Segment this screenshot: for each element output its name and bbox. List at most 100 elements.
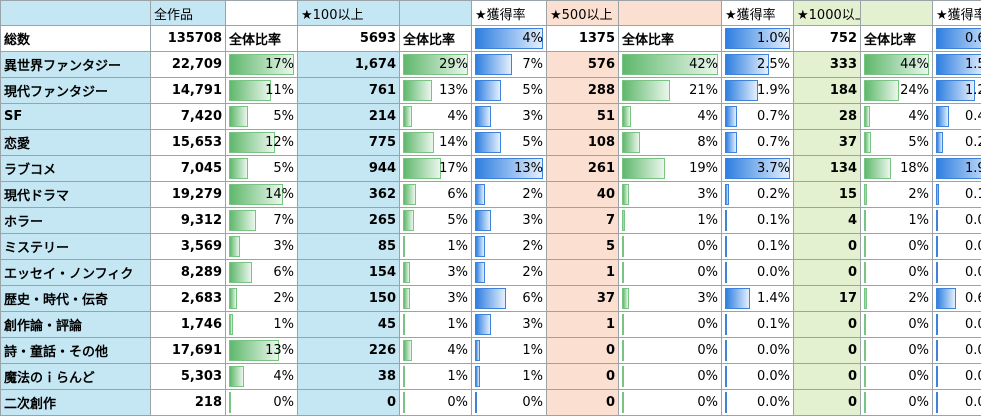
all-works-share[interactable]: 0% (225, 389, 298, 416)
star100-rate[interactable]: 6% (471, 285, 547, 312)
star100-rate[interactable]: 1% (471, 363, 547, 390)
star100-count[interactable]: 214 (297, 103, 400, 130)
genre-label[interactable]: 魔法のｉらんど (0, 363, 151, 390)
star500-rate[interactable]: 0.1% (721, 233, 794, 260)
star100-share[interactable]: 0% (399, 389, 472, 416)
all-works-share[interactable]: 4% (225, 363, 298, 390)
header-blank[interactable] (399, 0, 472, 26)
star1000-count[interactable]: 0 (793, 233, 861, 260)
ratio-label[interactable]: 全体比率 (225, 25, 298, 52)
star1000-share[interactable]: 4% (860, 103, 933, 130)
star100-share[interactable]: 3% (399, 259, 472, 286)
star1000-rate[interactable]: 0.0% (932, 363, 981, 390)
genre-label[interactable]: 歴史・時代・伝奇 (0, 285, 151, 312)
all-works-count[interactable]: 5,303 (150, 363, 226, 390)
header-genre[interactable] (0, 0, 151, 26)
all-works-count[interactable]: 1,746 (150, 311, 226, 338)
star500-share[interactable]: 8% (618, 129, 722, 156)
star500-share[interactable]: 0% (618, 311, 722, 338)
all-works-share[interactable]: 7% (225, 207, 298, 234)
genre-label[interactable]: ミステリー (0, 233, 151, 260)
star100-count[interactable]: 775 (297, 129, 400, 156)
star1000-count[interactable]: 37 (793, 129, 861, 156)
star100-count[interactable]: 154 (297, 259, 400, 286)
star1000-count[interactable]: 28 (793, 103, 861, 130)
star100-count[interactable]: 265 (297, 207, 400, 234)
header-blank[interactable] (225, 0, 298, 26)
totals-all[interactable]: 135708 (150, 25, 226, 52)
all-works-count[interactable]: 7,420 (150, 103, 226, 130)
star100-count[interactable]: 85 (297, 233, 400, 260)
star1000-share[interactable]: 1% (860, 207, 933, 234)
star100-count[interactable]: 150 (297, 285, 400, 312)
star100-share[interactable]: 1% (399, 363, 472, 390)
star1000-rate[interactable]: 1.9% (932, 155, 981, 182)
star500-share[interactable]: 4% (618, 103, 722, 130)
all-works-share[interactable]: 6% (225, 259, 298, 286)
star1000-share[interactable]: 44% (860, 51, 933, 78)
totals-label[interactable]: 総数 (0, 25, 151, 52)
star100-share[interactable]: 17% (399, 155, 472, 182)
star500-count[interactable]: 37 (546, 285, 619, 312)
star100-count[interactable]: 226 (297, 337, 400, 364)
star1000-share[interactable]: 0% (860, 233, 933, 260)
star100-rate[interactable]: 13% (471, 155, 547, 182)
totals-star100-rate[interactable]: 4% (471, 25, 547, 52)
genre-label[interactable]: 異世界ファンタジー (0, 51, 151, 78)
star1000-share[interactable]: 2% (860, 181, 933, 208)
star500-rate[interactable]: 3.7% (721, 155, 794, 182)
star1000-count[interactable]: 4 (793, 207, 861, 234)
star1000-rate[interactable]: 1.5% (932, 51, 981, 78)
star500-rate[interactable]: 0.1% (721, 207, 794, 234)
star500-count[interactable]: 7 (546, 207, 619, 234)
star500-count[interactable]: 261 (546, 155, 619, 182)
star100-count[interactable]: 1,674 (297, 51, 400, 78)
all-works-share[interactable]: 5% (225, 103, 298, 130)
totals-star500[interactable]: 1375 (546, 25, 619, 52)
genre-label[interactable]: 恋愛 (0, 129, 151, 156)
all-works-count[interactable]: 17,691 (150, 337, 226, 364)
genre-label[interactable]: SF (0, 103, 151, 130)
all-works-count[interactable]: 8,289 (150, 259, 226, 286)
all-works-count[interactable]: 15,653 (150, 129, 226, 156)
star1000-share[interactable]: 0% (860, 337, 933, 364)
star100-count[interactable]: 0 (297, 389, 400, 416)
star1000-rate[interactable]: 0.0% (932, 337, 981, 364)
genre-label[interactable]: ホラー (0, 207, 151, 234)
star100-count[interactable]: 944 (297, 155, 400, 182)
all-works-count[interactable]: 7,045 (150, 155, 226, 182)
all-works-count[interactable]: 9,312 (150, 207, 226, 234)
all-works-share[interactable]: 17% (225, 51, 298, 78)
header-star100-rate[interactable]: ★獲得率 (471, 0, 547, 26)
star100-share[interactable]: 4% (399, 103, 472, 130)
star1000-share[interactable]: 5% (860, 129, 933, 156)
star1000-count[interactable]: 0 (793, 337, 861, 364)
all-works-share[interactable]: 2% (225, 285, 298, 312)
star500-share[interactable]: 0% (618, 233, 722, 260)
star1000-rate[interactable]: 0.0% (932, 389, 981, 416)
header-star500-rate[interactable]: ★獲得率 (721, 0, 794, 26)
star100-share[interactable]: 5% (399, 207, 472, 234)
star500-share[interactable]: 21% (618, 77, 722, 104)
star1000-rate[interactable]: 0.1% (932, 181, 981, 208)
star100-share[interactable]: 29% (399, 51, 472, 78)
star500-count[interactable]: 0 (546, 337, 619, 364)
genre-label[interactable]: ラブコメ (0, 155, 151, 182)
star100-rate[interactable]: 2% (471, 181, 547, 208)
star1000-share[interactable]: 0% (860, 259, 933, 286)
star100-rate[interactable]: 5% (471, 129, 547, 156)
star100-share[interactable]: 4% (399, 337, 472, 364)
star500-count[interactable]: 40 (546, 181, 619, 208)
star100-rate[interactable]: 5% (471, 77, 547, 104)
star1000-count[interactable]: 17 (793, 285, 861, 312)
star500-share[interactable]: 0% (618, 337, 722, 364)
all-works-count[interactable]: 218 (150, 389, 226, 416)
star1000-rate[interactable]: 0.6% (932, 285, 981, 312)
star1000-count[interactable]: 184 (793, 77, 861, 104)
star100-rate[interactable]: 3% (471, 311, 547, 338)
star100-share[interactable]: 13% (399, 77, 472, 104)
all-works-count[interactable]: 3,569 (150, 233, 226, 260)
totals-star100[interactable]: 5693 (297, 25, 400, 52)
genre-label[interactable]: 詩・童話・その他 (0, 337, 151, 364)
totals-star500-rate[interactable]: 1.0% (721, 25, 794, 52)
